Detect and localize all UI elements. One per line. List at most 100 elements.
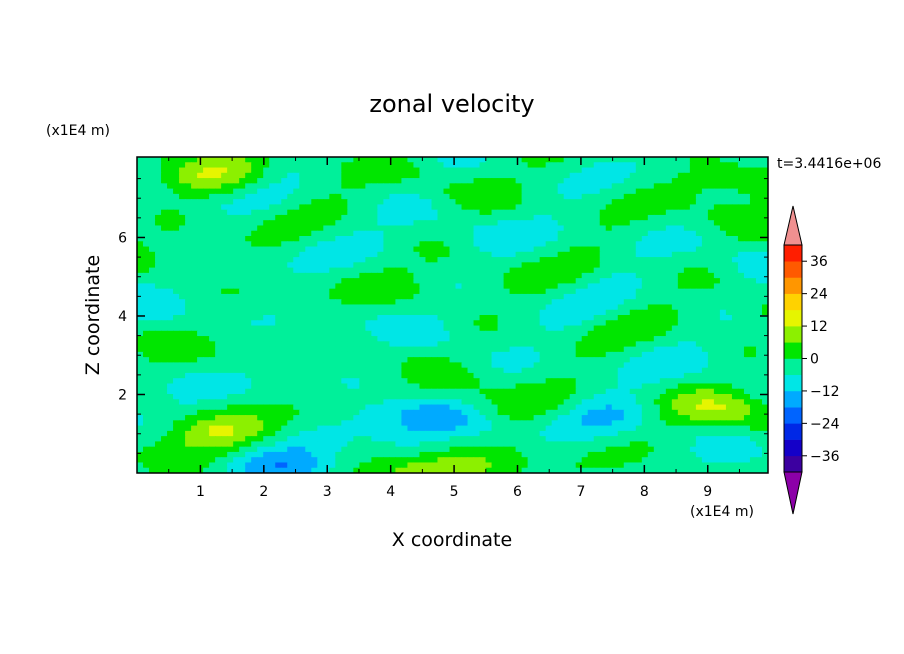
field-cell — [545, 336, 553, 342]
field-cell — [443, 388, 451, 395]
field-cell — [725, 315, 733, 321]
field-cell — [317, 404, 324, 411]
field-cell — [557, 378, 565, 385]
field-cell — [383, 283, 390, 290]
field-cell — [731, 299, 739, 306]
field-cell — [515, 304, 523, 311]
field-cell — [689, 293, 697, 300]
field-cell — [269, 394, 276, 400]
field-cell — [557, 272, 565, 279]
field-cell — [743, 157, 751, 163]
field-cell — [209, 172, 216, 179]
field-cell — [593, 167, 601, 174]
field-cell — [269, 320, 276, 327]
field-cell — [395, 309, 403, 316]
field-cell — [677, 388, 685, 395]
field-cell — [299, 315, 306, 321]
field-cell — [599, 214, 607, 221]
field-cell — [737, 288, 745, 295]
field-cell — [743, 394, 751, 400]
field-cell — [239, 404, 246, 411]
field-cell — [689, 220, 697, 227]
field-cell — [575, 157, 583, 163]
field-cell — [221, 378, 228, 385]
field-cell — [653, 246, 661, 253]
field-cell — [557, 341, 565, 348]
field-cell — [623, 209, 631, 216]
field-cell — [239, 178, 246, 184]
field-cell — [383, 362, 390, 369]
field-cell — [689, 230, 697, 237]
field-cell — [167, 399, 174, 406]
field-cell — [503, 251, 511, 258]
field-cell — [191, 236, 198, 242]
field-cell — [251, 394, 258, 400]
field-cell — [341, 299, 348, 306]
field-cell — [725, 220, 733, 227]
field-cell — [599, 320, 607, 327]
field-cell — [323, 193, 330, 200]
field-cell — [611, 346, 619, 353]
field-cell — [671, 167, 679, 174]
field-cell — [311, 341, 318, 348]
field-cell — [407, 383, 415, 390]
field-cell — [203, 193, 210, 200]
field-cell — [383, 330, 390, 337]
field-cell — [395, 267, 403, 274]
field-cell — [515, 257, 523, 263]
field-cell — [695, 367, 703, 374]
field-cell — [341, 383, 348, 390]
field-cell — [155, 383, 162, 390]
field-cell — [509, 267, 517, 274]
field-cell — [431, 199, 439, 205]
field-cell — [155, 351, 162, 358]
field-cell — [545, 257, 553, 263]
field-cell — [209, 262, 216, 269]
field-cell — [185, 325, 192, 332]
field-cell — [497, 372, 505, 379]
field-cell — [635, 293, 643, 300]
field-cell — [227, 241, 234, 248]
field-cell — [617, 183, 625, 190]
field-cell — [191, 241, 198, 248]
field-cell — [365, 362, 372, 369]
field-cell — [623, 388, 631, 395]
field-cell — [353, 162, 360, 169]
field-cell — [239, 230, 246, 237]
field-cell — [503, 304, 511, 311]
field-cell — [149, 372, 156, 379]
field-cell — [203, 304, 210, 311]
field-cell — [185, 315, 192, 321]
field-cell — [305, 357, 312, 363]
field-cell — [533, 172, 541, 179]
field-cell — [173, 372, 180, 379]
field-cell — [215, 162, 222, 169]
field-cell — [275, 199, 282, 205]
field-cell — [473, 241, 481, 248]
field-cell — [497, 204, 505, 211]
field-cell — [305, 220, 312, 227]
field-cell — [569, 236, 577, 242]
field-cell — [263, 367, 270, 374]
field-cell — [599, 383, 607, 390]
field-cell — [293, 293, 300, 300]
field-cell — [659, 394, 667, 400]
field-cell — [455, 399, 463, 406]
field-cell — [599, 167, 607, 174]
field-cell — [173, 320, 180, 327]
field-cell — [137, 267, 144, 274]
field-cell — [629, 351, 637, 358]
field-cell — [731, 378, 739, 385]
field-cell — [575, 188, 583, 195]
field-cell — [545, 383, 553, 390]
field-cell — [347, 399, 354, 406]
field-cell — [731, 367, 739, 374]
field-cell — [347, 183, 354, 190]
field-cell — [617, 367, 625, 374]
field-cell — [221, 357, 228, 363]
field-cell — [449, 183, 457, 190]
field-cell — [137, 220, 144, 227]
field-cell — [713, 204, 721, 211]
field-cell — [623, 293, 631, 300]
field-cell — [191, 162, 198, 169]
